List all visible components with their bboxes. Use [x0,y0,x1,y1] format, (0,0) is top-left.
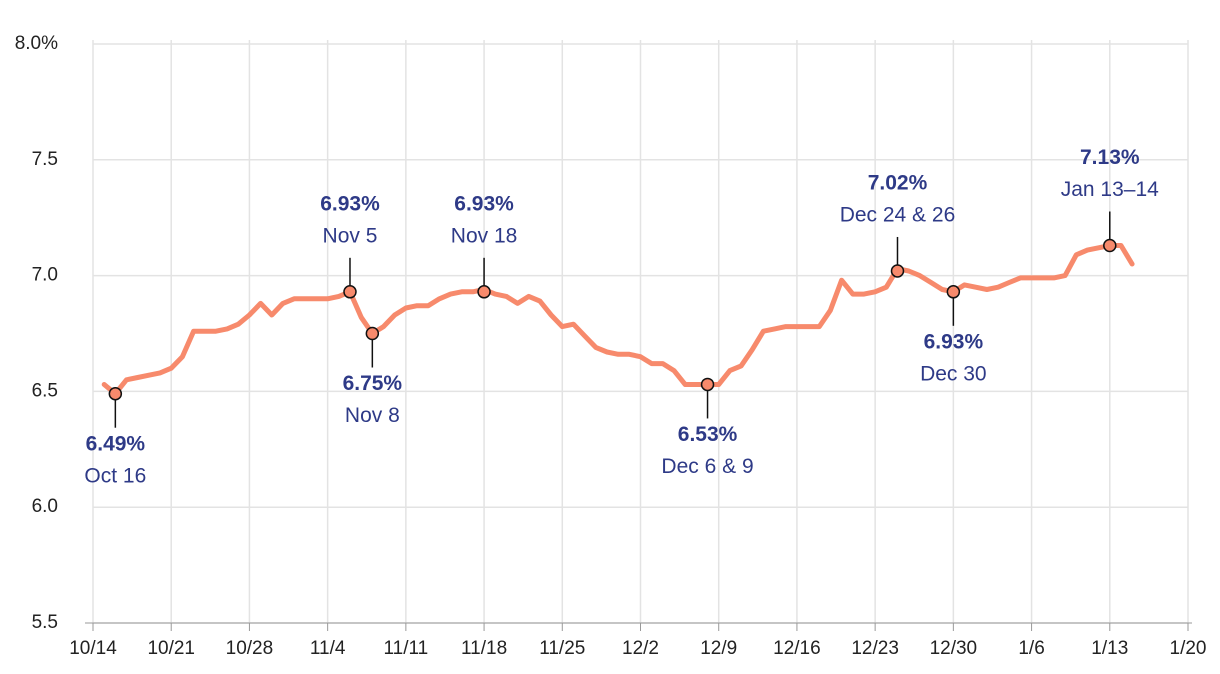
annotation-marker [700,377,715,392]
annotation-marker [108,386,123,401]
y-tick-label: 5.5 [32,612,58,633]
annotation-marker [946,285,961,299]
annotation-value: 6.93% [454,192,514,215]
x-tick-label: 10/28 [226,638,274,659]
y-tick-label: 7.5 [32,149,58,170]
x-tick-label: 10/14 [69,638,117,659]
x-tick-label: 12/23 [851,638,899,659]
x-tick-label: 1/13 [1091,638,1128,659]
annotation-marker [1103,238,1117,253]
annotation-label: Dec 6 & 9 [661,455,753,478]
line [101,243,1135,397]
annotation-label: Dec 30 [920,362,987,385]
annotation-label: Dec 24 & 26 [840,204,956,227]
x-tick-label: 11/11 [383,638,428,659]
annotation-label: Nov 5 [323,224,378,247]
y-tick-label: 6.5 [32,380,58,401]
x-tick-label: 12/30 [930,638,978,659]
annotation-label: Jan 13–14 [1061,178,1159,201]
annotation-value: 7.13% [1080,146,1140,169]
y-tick-label: 8.0% [15,33,58,54]
x-tick-label: 11/18 [461,638,507,659]
x-tick-label: 10/21 [147,638,195,659]
annotation-label: Nov 18 [451,224,518,247]
x-tick-label: 11/4 [310,638,346,659]
x-tick-label: 12/16 [773,638,821,659]
annotation-marker [343,285,357,299]
x-tick-label: 12/9 [700,638,737,659]
annotation-label: Nov 8 [345,404,400,427]
annotation-marker [477,285,491,299]
x-tick-label: 11/25 [539,638,585,659]
x-tick-label: 12/2 [622,638,659,659]
annotation-marker [890,264,905,278]
y-tick-label: 6.0 [32,496,58,517]
annotation-value: 6.49% [86,432,146,455]
annotation-value: 6.75% [343,372,403,395]
y-tick-label: 7.0 [32,265,58,286]
x-tick-label: 1/6 [1018,638,1044,659]
annotation-value: 7.02% [868,172,928,195]
annotation-value: 6.93% [320,192,380,215]
annotation-marker [365,326,380,341]
annotation-value: 6.53% [678,423,738,446]
annotation-label: Oct 16 [84,464,146,487]
x-tick-label: 1/20 [1170,638,1207,659]
annotation-value: 6.93% [924,330,984,353]
